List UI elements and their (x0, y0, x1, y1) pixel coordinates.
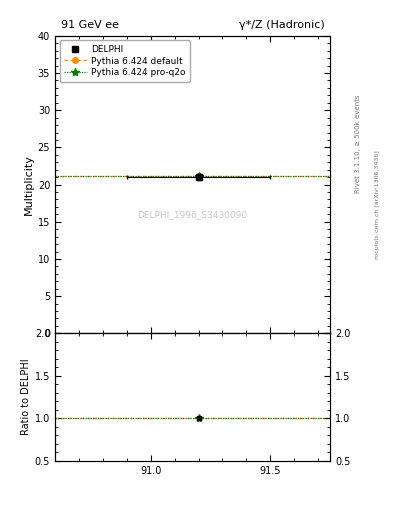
Text: DELPHI_1996_S3430090: DELPHI_1996_S3430090 (138, 210, 248, 219)
Text: Rivet 3.1.10, ≥ 500k events: Rivet 3.1.10, ≥ 500k events (354, 94, 361, 193)
Y-axis label: Multiplicity: Multiplicity (24, 154, 33, 215)
Y-axis label: Ratio to DELPHI: Ratio to DELPHI (20, 359, 31, 435)
Text: mcplots.cern.ch [arXiv:1306.3436]: mcplots.cern.ch [arXiv:1306.3436] (375, 151, 380, 259)
Text: 91 GeV ee: 91 GeV ee (61, 20, 119, 30)
Legend: DELPHI, Pythia 6.424 default, Pythia 6.424 pro-q2o: DELPHI, Pythia 6.424 default, Pythia 6.4… (59, 40, 190, 82)
Text: γ*/Z (Hadronic): γ*/Z (Hadronic) (239, 20, 325, 30)
